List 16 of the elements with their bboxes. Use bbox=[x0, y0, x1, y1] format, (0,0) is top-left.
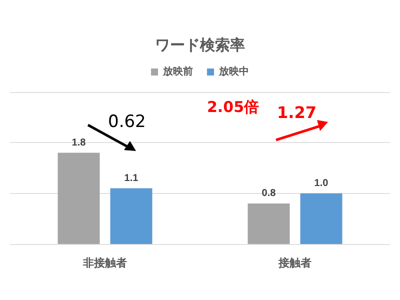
data-label: 1.0 bbox=[314, 178, 329, 189]
data-label: 1.8 bbox=[72, 137, 86, 148]
bar bbox=[110, 188, 152, 244]
x-tick-label: 非接触者 bbox=[82, 256, 127, 270]
data-label: 0.8 bbox=[262, 188, 276, 199]
bar bbox=[300, 193, 342, 244]
annotation: 0.62 bbox=[108, 112, 146, 132]
legend-label: 放映中 bbox=[218, 66, 249, 78]
legend-label: 放映前 bbox=[162, 66, 193, 78]
data-label: 1.1 bbox=[124, 172, 139, 184]
annotation: 2.05倍 bbox=[207, 98, 260, 116]
chart-title: ワード検索率 bbox=[155, 36, 245, 54]
annotation: 1.27 bbox=[277, 103, 316, 122]
x-tick-label: 接触者 bbox=[278, 256, 312, 270]
bar bbox=[248, 203, 290, 244]
bar bbox=[58, 152, 100, 244]
